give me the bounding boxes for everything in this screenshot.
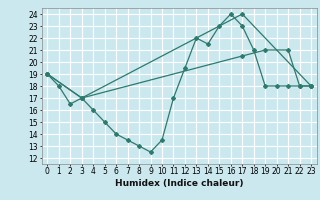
X-axis label: Humidex (Indice chaleur): Humidex (Indice chaleur) <box>115 179 244 188</box>
